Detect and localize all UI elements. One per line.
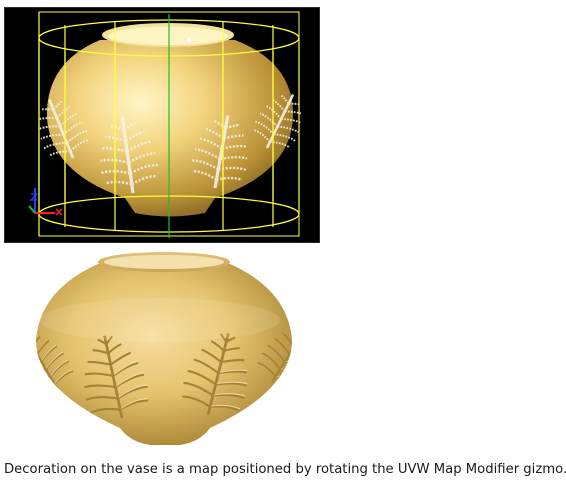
rendered-vase-image xyxy=(30,250,300,450)
xyz-axis-tripod-icon xyxy=(28,188,63,216)
figure-caption: Decoration on the vase is a map position… xyxy=(4,462,566,477)
viewport-panel[interactable] xyxy=(4,7,320,243)
vase-viewport-model[interactable] xyxy=(26,23,315,217)
uvw-map-gizmo[interactable] xyxy=(38,11,300,237)
viewport-canvas xyxy=(26,11,315,238)
